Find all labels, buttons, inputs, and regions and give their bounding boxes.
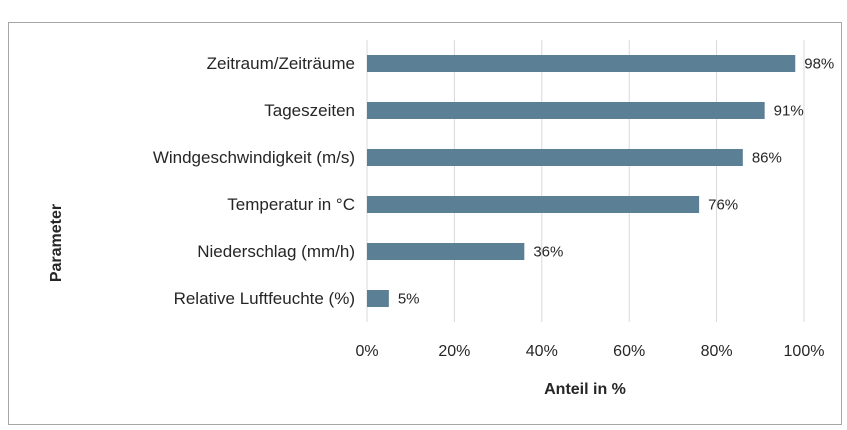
x-tick-label: 40% xyxy=(526,343,558,360)
bar xyxy=(367,55,796,72)
y-tick-label: Tageszeiten xyxy=(264,101,355,120)
x-tick-label: 20% xyxy=(438,343,470,360)
x-tick-label: 0% xyxy=(355,343,378,360)
y-tick-label: Windgeschwindigkeit (m/s) xyxy=(153,148,355,167)
data-label: 86% xyxy=(752,149,782,166)
bar xyxy=(367,102,765,119)
data-label: 98% xyxy=(804,55,834,72)
y-tick-label: Niederschlag (mm/h) xyxy=(197,242,355,261)
bar xyxy=(367,149,743,166)
bar xyxy=(367,196,700,213)
chart-border xyxy=(8,22,842,425)
x-tick-label: 100% xyxy=(784,343,825,360)
x-tick-label: 80% xyxy=(701,343,733,360)
data-label: 36% xyxy=(533,243,563,260)
y-tick-label: Zeitraum/Zeiträume xyxy=(207,54,355,73)
y-tick-label: Relative Luftfeuchte (%) xyxy=(174,289,355,308)
data-label: 5% xyxy=(398,290,420,307)
x-tick-label: 60% xyxy=(613,343,645,360)
y-axis-title: Parameter xyxy=(48,204,65,282)
bar xyxy=(367,290,389,307)
data-label: 91% xyxy=(774,102,804,119)
data-label: 76% xyxy=(708,196,738,213)
y-tick-label: Temperatur in °C xyxy=(227,195,355,214)
bar xyxy=(367,243,525,260)
x-axis-title: Anteil in % xyxy=(544,381,626,398)
